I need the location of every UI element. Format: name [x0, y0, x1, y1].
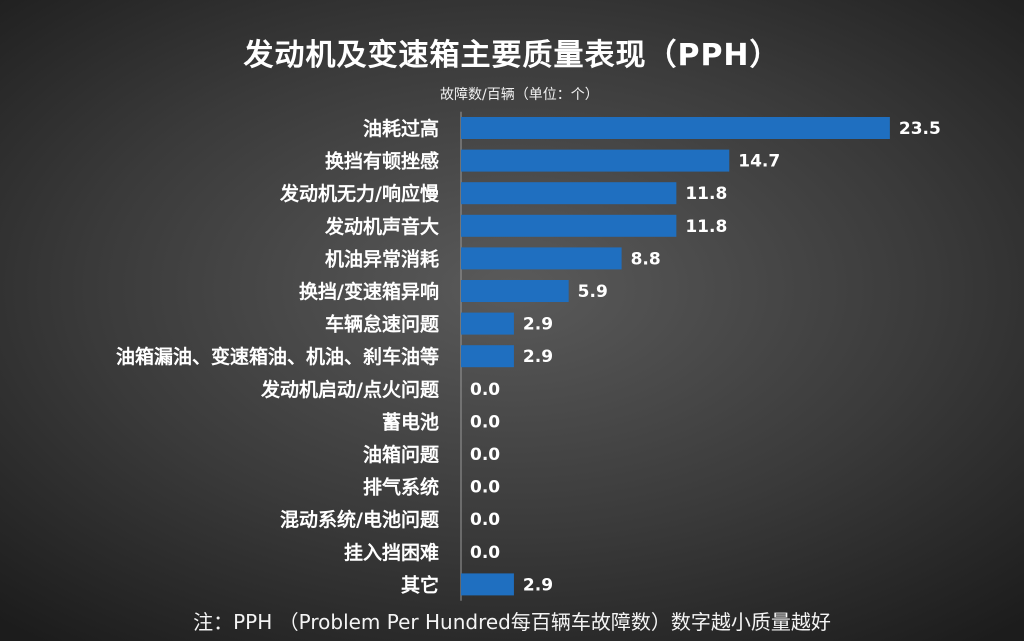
bar [461, 345, 514, 368]
bar [461, 117, 890, 139]
value-label: 8.8 [631, 249, 661, 269]
bar [461, 214, 677, 237]
category-label: 其它 [401, 573, 439, 596]
value-label: 14.7 [738, 152, 780, 172]
bar [461, 182, 677, 205]
value-label: 0.0 [470, 478, 500, 498]
bar [461, 247, 622, 270]
value-label: 0.0 [470, 380, 500, 400]
category-label: 蓄电池 [382, 410, 439, 433]
value-label: 2.9 [523, 315, 553, 335]
bar [461, 312, 514, 335]
category-label: 油箱问题 [363, 443, 439, 466]
bar [461, 149, 730, 172]
category-label: 换挡有顿挫感 [325, 150, 439, 173]
category-label: 混动系统/电池问题 [280, 508, 439, 531]
value-label: 5.9 [578, 282, 608, 302]
value-label: 0.0 [470, 510, 500, 530]
category-label: 换挡/变速箱异响 [299, 280, 439, 303]
category-label: 油箱漏油、变速箱油、机油、刹车油等 [116, 345, 439, 368]
category-label: 发动机无力/响应慢 [279, 182, 440, 205]
value-label: 11.8 [685, 184, 727, 204]
category-label: 排气系统 [363, 476, 439, 499]
value-label: 0.0 [470, 543, 500, 563]
value-label: 2.9 [523, 575, 553, 595]
category-label: 油耗过高 [363, 117, 439, 140]
value-label: 2.9 [523, 347, 553, 367]
chart-title: 发动机及变速箱主要质量表现（PPH） [243, 38, 781, 73]
value-label: 0.0 [470, 412, 500, 432]
bar [461, 280, 569, 302]
value-label: 0.0 [470, 445, 500, 465]
value-label: 11.8 [685, 217, 727, 237]
category-label: 发动机声音大 [324, 215, 439, 238]
category-label: 发动机启动/点火问题 [260, 378, 439, 401]
bar [461, 573, 514, 596]
category-label: 机油异常消耗 [325, 247, 439, 270]
footnote: 注：PPH （Problem Per Hundred每百辆车故障数）数字越小质量… [193, 610, 831, 634]
category-label: 挂入挡困难 [344, 541, 439, 564]
value-label: 23.5 [899, 119, 941, 139]
unit-label: 故障数/百辆（单位：个） [440, 87, 599, 103]
category-label: 车辆怠速问题 [325, 313, 439, 336]
